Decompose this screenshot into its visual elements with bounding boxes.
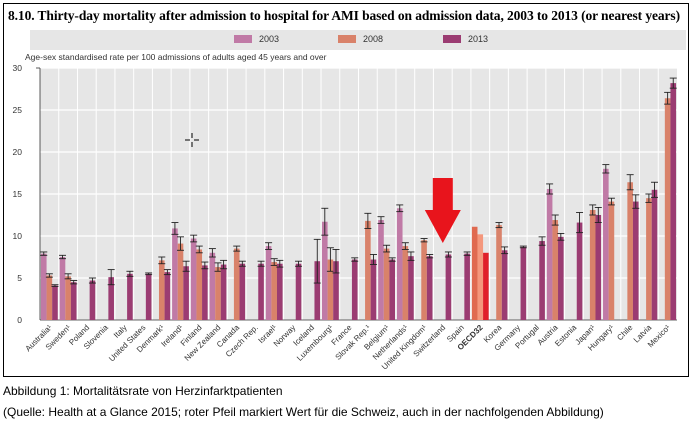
- bar-2013: [183, 266, 189, 320]
- bar-2013: [389, 259, 396, 320]
- bar-2013: [651, 189, 658, 320]
- y-tick-label: 25: [13, 105, 23, 115]
- bar-2013: [464, 253, 470, 320]
- bar-2003: [209, 252, 216, 320]
- legend-item-2003: 2003: [234, 34, 279, 44]
- bar-2013: [164, 272, 171, 320]
- bar-2013: [370, 259, 377, 320]
- bar-2003: [265, 246, 272, 320]
- bar-2003: [40, 253, 47, 320]
- bar-2008: [365, 220, 371, 320]
- bar-2008: [496, 225, 502, 320]
- bar-2013: [351, 259, 358, 320]
- y-tick-label: 20: [13, 147, 23, 157]
- legend-label: 2008: [363, 34, 384, 44]
- bar-2013: [445, 254, 452, 320]
- bar-2008: [65, 276, 71, 320]
- bar-2013: [483, 252, 489, 320]
- figure-frame: [3, 3, 689, 377]
- bar-2003: [603, 168, 609, 320]
- bar-2003: [378, 220, 384, 320]
- legend-item-2008: 2008: [338, 34, 383, 44]
- bar-2013: [89, 280, 96, 320]
- bar-2008: [627, 182, 633, 320]
- bar-2008: [215, 267, 221, 320]
- x-tick-label: Estonia: [553, 323, 579, 349]
- bar-2013: [295, 263, 302, 320]
- bar-2008: [589, 209, 596, 320]
- bar-2008: [327, 259, 334, 320]
- bar-2008: [158, 260, 165, 320]
- caption-title: Abbildung 1: Mortalitätsrate von Herzinf…: [3, 384, 283, 398]
- bar-2008: [421, 240, 427, 320]
- bar-2003: [172, 228, 178, 320]
- bar-2008: [477, 234, 484, 320]
- bar-2013: [314, 261, 321, 320]
- bar-2013: [576, 222, 583, 320]
- bar-2008: [383, 248, 390, 320]
- bar-2003: [321, 221, 328, 320]
- bar-2013: [127, 273, 133, 320]
- y-tick-label: 0: [17, 315, 22, 325]
- bar-2003: [471, 226, 478, 320]
- bar-2008: [608, 201, 615, 320]
- bar-2013: [670, 83, 677, 321]
- bar-2013: [595, 215, 602, 320]
- y-axis-label: Age-sex standardised rate per 100 admiss…: [25, 52, 327, 62]
- bar-2003: [190, 238, 197, 320]
- legend-item-2013: 2013: [443, 34, 488, 44]
- legend-swatch: [443, 35, 461, 43]
- bar-2013: [52, 285, 58, 320]
- y-tick-label: 15: [13, 189, 23, 199]
- bar-chart: 051015202530Australia¹Sweden¹PolandSlove…: [13, 63, 677, 372]
- bar-2003: [59, 257, 66, 320]
- bar-2013: [501, 250, 508, 320]
- bar-2013: [70, 282, 77, 320]
- legend: 2003 2008 2013: [30, 30, 686, 50]
- bar-2013: [108, 277, 114, 320]
- bar-2013: [258, 263, 264, 320]
- bar-2008: [46, 275, 53, 320]
- red-arrow-annotation: [424, 178, 461, 243]
- bar-2008: [177, 243, 184, 320]
- bar-2008: [233, 248, 240, 320]
- y-tick-label: 5: [17, 273, 22, 283]
- bar-2008: [552, 220, 559, 320]
- bar-2003: [546, 188, 553, 320]
- bar-2013: [632, 201, 639, 320]
- bar-2008: [196, 249, 203, 320]
- bar-2013: [220, 264, 227, 320]
- bar-2013: [239, 263, 246, 320]
- bar-2013: [426, 256, 433, 320]
- legend-swatch: [234, 35, 252, 43]
- bar-2013: [202, 265, 208, 320]
- bar-2013: [333, 261, 339, 320]
- legend-label: 2013: [468, 34, 489, 44]
- caption-source: (Quelle: Health at a Glance 2015; roter …: [3, 405, 604, 419]
- bar-2013: [520, 246, 527, 320]
- cursor-crosshair-icon: [185, 133, 199, 147]
- bar-2008: [402, 246, 409, 320]
- legend-swatch: [338, 35, 356, 43]
- bar-2008: [646, 198, 652, 320]
- bar-2013: [145, 273, 152, 320]
- y-tick-label: 30: [13, 63, 23, 73]
- bar-2013: [539, 241, 545, 320]
- legend-label: 2003: [259, 34, 280, 44]
- bar-2013: [558, 236, 564, 320]
- bar-2013: [276, 263, 283, 320]
- chart-title: 8.10. Thirty-day mortality after admissi…: [8, 8, 680, 23]
- bar-2008: [664, 98, 671, 321]
- bar-2008: [271, 262, 277, 320]
- bar-2013: [408, 256, 414, 320]
- bar-2003: [396, 208, 403, 320]
- y-tick-label: 10: [13, 231, 23, 241]
